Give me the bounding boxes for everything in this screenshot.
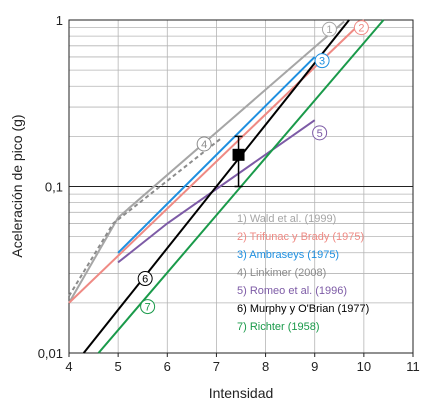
series-labels: 1 2 3 4 5 6 7 (137, 20, 369, 315)
series-label-circle-3 (314, 53, 330, 69)
series-label-1: 1 (326, 24, 332, 36)
y-tick-label: 0,1 (45, 180, 63, 195)
series-line-4 (68, 137, 222, 297)
series-line-6 (82, 19, 350, 354)
series-line-2 (68, 19, 365, 304)
legend-item-7: 7) Richter (1958) (237, 321, 320, 333)
plot-frame (68, 19, 414, 354)
series-label-4: 4 (201, 139, 207, 151)
error-marker-square (232, 148, 245, 161)
x-tick-label: 11 (406, 359, 420, 374)
x-tick-label: 5 (115, 359, 122, 374)
error-marker (232, 135, 245, 188)
legend-item-4: 4) Linkimer (2008) (237, 267, 326, 279)
series-label-6: 6 (142, 274, 148, 286)
x-tick-label: 10 (357, 359, 371, 374)
legend: 1) Wald et al. (1999) 2) Trifunac y Brady… (237, 213, 369, 333)
series-label-circle-6 (137, 271, 153, 287)
series-label-circle-4 (196, 136, 212, 152)
series-label-circle-1 (321, 21, 337, 37)
series-line-1 (68, 20, 345, 304)
series-lines (68, 19, 385, 354)
y-ticks: 0,01 0,1 1 (38, 13, 63, 361)
legend-item-3: 3) Ambraseys (1975) (237, 249, 339, 261)
series-label-2: 2 (358, 23, 364, 35)
series-line-3 (117, 56, 316, 254)
legend-item-1: 1) Wald et al. (1999) (237, 213, 336, 225)
y-tick-label: 1 (56, 13, 63, 28)
series-label-circle-2 (353, 20, 369, 36)
x-axis-title: Intensidad (209, 385, 274, 401)
series-label-3: 3 (319, 56, 325, 68)
y-axis-title: Aceleración de pico (g) (9, 114, 25, 257)
series-label-7: 7 (145, 302, 151, 314)
series-label-5: 5 (317, 128, 323, 140)
series-label-circle-7 (140, 299, 156, 315)
series-line-5 (117, 119, 316, 264)
y-tick-label: 0,01 (38, 346, 63, 361)
legend-item-2: 2) Trifunac y Brady (1975) (237, 231, 364, 243)
x-tick-label: 7 (213, 359, 220, 374)
x-tick-label: 4 (65, 359, 72, 374)
x-tick-label: 8 (262, 359, 269, 374)
legend-item-5: 5) Romeo et al. (1996) (237, 285, 347, 297)
x-tick-label: 6 (164, 359, 171, 374)
x-ticks: 4 5 6 7 8 9 10 11 (65, 353, 420, 374)
series-label-circle-5 (312, 125, 328, 141)
legend-item-6: 6) Murphy y O'Brian (1977) (237, 303, 369, 315)
x-tick-label: 9 (311, 359, 318, 374)
